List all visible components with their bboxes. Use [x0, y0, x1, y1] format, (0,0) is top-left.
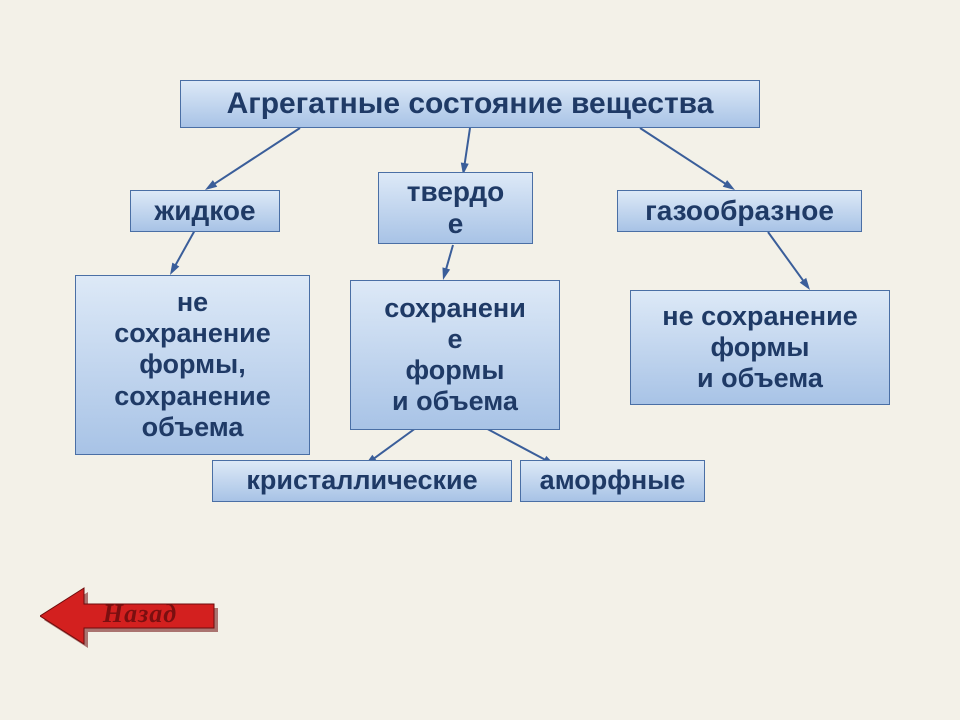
back-button[interactable]: Назад: [40, 580, 220, 650]
node-gas_prop: не сохранение формы и объема: [630, 290, 890, 405]
node-liquid_prop: не сохранение формы, сохранение объема: [75, 275, 310, 455]
node-gas: газообразное: [617, 190, 862, 232]
node-cryst: кристаллические: [212, 460, 512, 502]
node-root: Агрегатные состояние вещества: [180, 80, 760, 128]
back-button-label: Назад: [102, 599, 177, 628]
node-solid_prop: сохранени е формы и объема: [350, 280, 560, 430]
node-solid: твердо е: [378, 172, 533, 244]
node-liquid: жидкое: [130, 190, 280, 232]
diagram-stage: Агрегатные состояние вещества жидкое тверд…: [0, 0, 960, 720]
node-amorph: аморфные: [520, 460, 705, 502]
